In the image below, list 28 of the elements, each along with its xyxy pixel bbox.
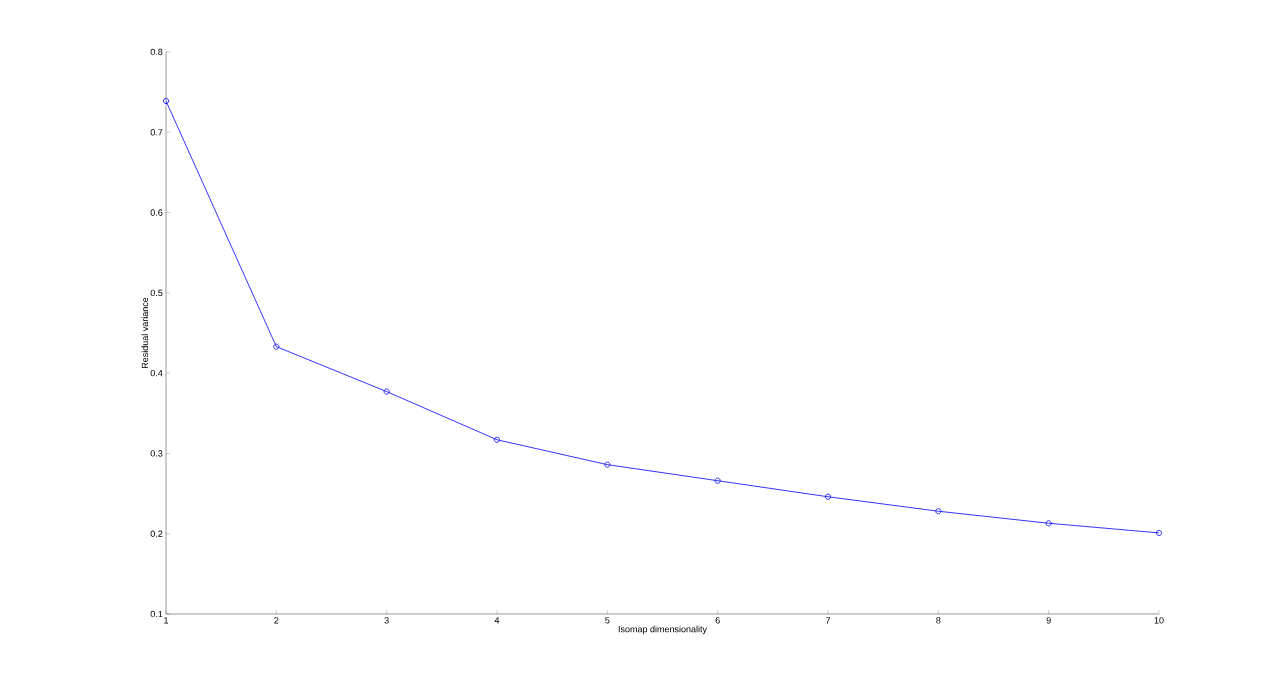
y-tick-label: 0.2 (150, 530, 163, 537)
y-tick-label: 0.4 (150, 369, 163, 377)
point (714, 477, 721, 484)
x-tick-label: 2 (274, 617, 279, 624)
x-tick-label: 8 (936, 617, 941, 624)
x-tick-label: 7 (825, 617, 831, 624)
x-tick-label: 10 (1154, 617, 1164, 624)
y-tick-label: 0.1 (150, 610, 163, 618)
y-tick-label: 0.6 (150, 209, 163, 216)
x-tick-label: 1 (164, 617, 169, 624)
x-tick-label: 4 (494, 617, 500, 624)
x-tick-label: 9 (1046, 617, 1051, 624)
y-axis-title: Residual variance (141, 297, 149, 369)
point (935, 508, 942, 515)
x-tick-label: 6 (715, 617, 720, 624)
x-tick-label: 3 (384, 617, 389, 624)
y-tick-label: 0.7 (150, 129, 163, 136)
point (604, 461, 611, 468)
y-tick-label: 0.5 (150, 289, 163, 297)
point (825, 493, 832, 500)
point (494, 436, 501, 443)
y-tick-label: 0.3 (150, 450, 163, 457)
point (383, 388, 390, 395)
x-tick-label: 5 (605, 617, 610, 624)
point (1045, 520, 1052, 527)
y-tick-label: 0.8 (150, 48, 163, 56)
point (273, 343, 280, 350)
x-axis-title: Isomap dimensionality (618, 625, 707, 635)
